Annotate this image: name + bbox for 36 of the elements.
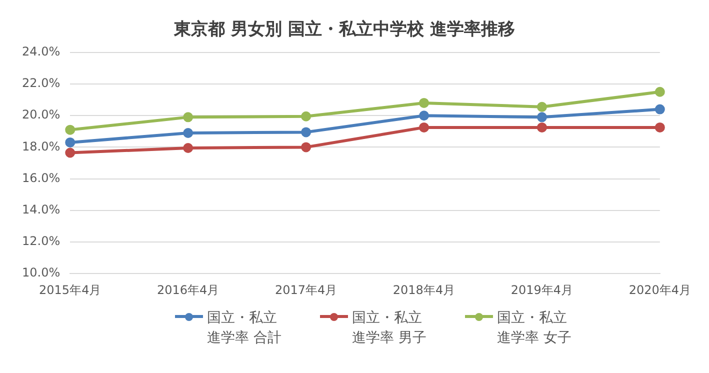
point — [301, 142, 312, 152]
point — [536, 122, 547, 132]
x-tick-label: 2015年4月 — [39, 282, 102, 297]
y-tick-label: 14.0% — [22, 202, 60, 217]
y-tick-label: 12.0% — [22, 234, 60, 248]
y-tick-label: 22.0% — [22, 76, 60, 90]
point — [418, 110, 429, 121]
point — [418, 122, 429, 132]
x-tick-label: 2016年4月 — [156, 282, 220, 297]
x-tick-label: 2020年4月 — [628, 282, 692, 297]
point — [654, 122, 665, 132]
point — [301, 111, 312, 122]
x-tick-label: 2018年4月 — [392, 282, 456, 297]
legend-label: 国立・私立進学率 合計 — [207, 309, 282, 348]
point — [183, 112, 194, 122]
point — [654, 86, 665, 97]
point — [65, 137, 76, 148]
y-tick-label: 16.0% — [22, 170, 60, 185]
point — [418, 98, 429, 108]
x-tick-label: 2019年4月 — [510, 282, 574, 297]
point — [65, 124, 76, 135]
legend-label: 国立・私立進学率 女子 — [497, 309, 572, 348]
y-tick-label: 10.0% — [22, 266, 60, 280]
point — [536, 112, 547, 122]
point — [301, 127, 312, 138]
point — [536, 102, 547, 112]
y-tick-label: 20.0% — [22, 108, 60, 122]
y-tick-label: 24.0% — [22, 44, 60, 59]
point — [654, 104, 665, 114]
y-tick-label: 18.0% — [22, 139, 60, 154]
point — [183, 142, 194, 153]
point — [183, 128, 194, 138]
legend-label: 国立・私立進学率 男子 — [352, 309, 428, 348]
x-tick-label: 2017年4月 — [274, 282, 338, 297]
chart-title: 東京都 男女別 国立・私立中学校 進学率推移 — [173, 20, 515, 40]
point — [65, 148, 76, 158]
